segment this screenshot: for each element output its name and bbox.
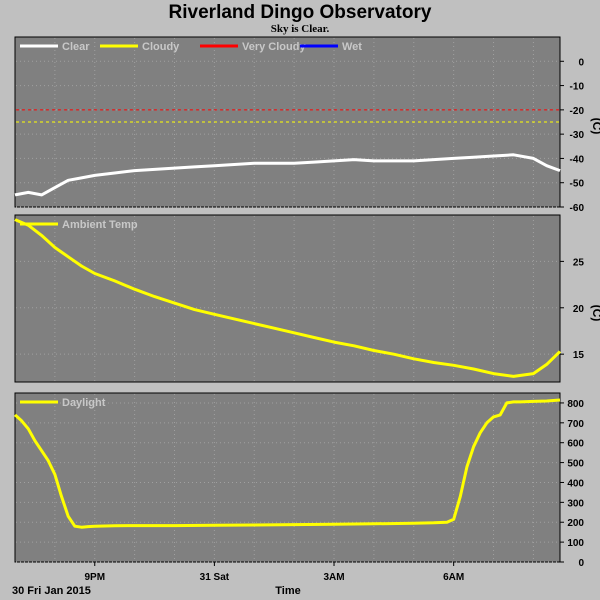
x-axis-ticks: 9PM 31 Sat 3AM 6AM xyxy=(84,562,464,583)
daylight-ytick-label-7: 100 xyxy=(567,538,584,549)
x-tick-label-3: 6AM xyxy=(443,572,464,583)
sky-ytick-label-0: 0 xyxy=(578,57,584,68)
daylight-panel: 800 700 600 500 400 300 200 100 0 Daylight xyxy=(14,392,584,569)
ambient-plot-area xyxy=(14,214,561,383)
sky-ytick-label-3: -30 xyxy=(570,130,585,141)
x-tick-label-0: 9PM xyxy=(84,572,105,583)
sky-ytick-label-4: -40 xyxy=(570,154,585,165)
daylight-ytick-label-1: 700 xyxy=(567,419,584,430)
chart-title: Riverland Dingo Observatory xyxy=(169,2,432,23)
x-axis-label: Time xyxy=(275,585,300,597)
date-label: 30 Fri Jan 2015 xyxy=(12,585,91,597)
daylight-ytick-label-6: 200 xyxy=(567,518,584,529)
sky-ytick-label-5: -50 xyxy=(570,179,585,190)
sky-series-line-0 xyxy=(14,153,561,197)
ambient-series-line-0 xyxy=(14,218,562,378)
daylight-legend-label-0: Daylight xyxy=(62,397,106,409)
sky-ytick-label-6: -60 xyxy=(570,203,585,214)
sky-legend-label-1: Cloudy xyxy=(142,41,180,53)
daylight-ytick-label-4: 400 xyxy=(567,478,584,489)
daylight-series-line-0 xyxy=(14,398,561,529)
daylight-plot-area xyxy=(14,392,561,563)
ambient-ytick-label-1: 20 xyxy=(573,304,585,315)
x-tick-label-2: 3AM xyxy=(323,572,344,583)
sky-legend-label-2: Very Cloudy xyxy=(242,41,306,53)
ambient-legend-label-0: Ambient Temp xyxy=(62,219,138,231)
daylight-ytick-label-5: 300 xyxy=(567,498,584,509)
sky-y-axis-label: (C) xyxy=(590,118,600,135)
sky-legend-label-3: Wet xyxy=(342,41,362,53)
ambient-ytick-label-0: 25 xyxy=(573,257,585,268)
sky-temperature-panel: 0 -10 -20 -30 -40 -50 -60 Clear Cloudy Very Cloud… xyxy=(14,36,600,214)
sky-ytick-label-1: -10 xyxy=(570,82,585,93)
chart-subtitle: Sky is Clear. xyxy=(271,23,330,35)
daylight-ytick-label-8: 0 xyxy=(578,558,584,569)
sky-ytick-label-2: -20 xyxy=(570,106,585,117)
sky-legend-label-0: Clear xyxy=(62,41,90,53)
ambient-y-axis-label: (C) xyxy=(590,305,600,322)
daylight-ytick-label-3: 500 xyxy=(567,459,584,470)
daylight-ytick-label-2: 600 xyxy=(567,439,584,450)
ambient-temperature-panel: 25 20 15 Ambient Temp (C) xyxy=(14,214,600,383)
daylight-ytick-label-0: 800 xyxy=(567,399,584,410)
x-tick-label-1: 31 Sat xyxy=(200,572,230,583)
ambient-ytick-label-2: 15 xyxy=(573,350,585,361)
